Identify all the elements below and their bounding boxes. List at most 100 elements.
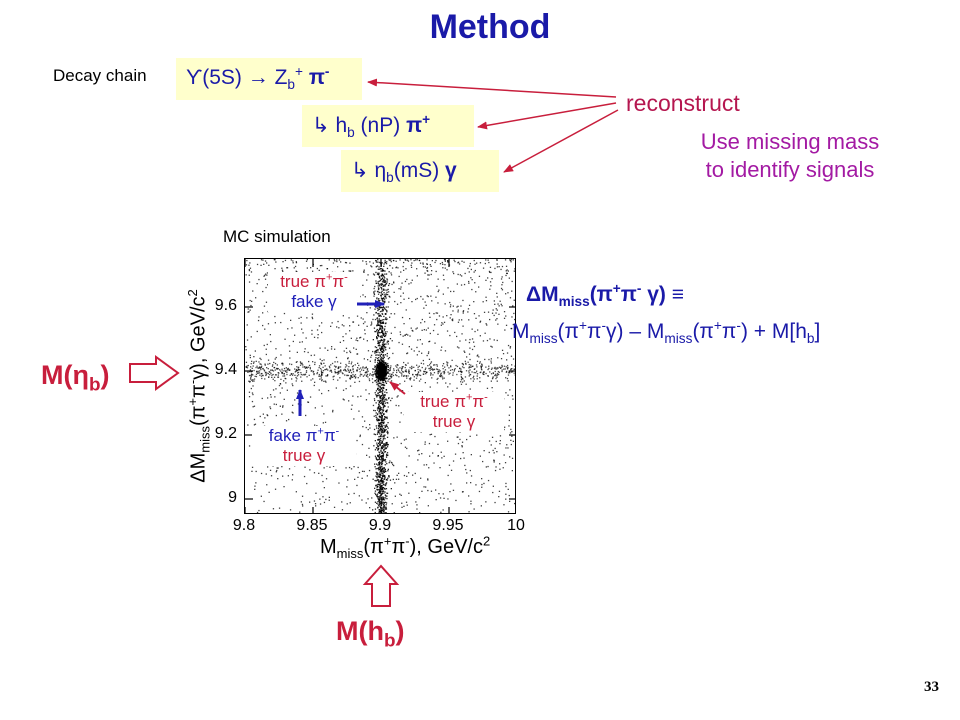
scatter-point — [270, 396, 272, 398]
scatter-point — [446, 330, 449, 332]
scatter-point — [313, 373, 315, 375]
scatter-point — [405, 370, 407, 372]
scatter-point — [486, 387, 489, 389]
scatter-point — [476, 355, 478, 357]
scatter-point — [502, 281, 504, 284]
scatter-point — [420, 477, 422, 479]
scatter-point — [444, 260, 446, 262]
scatter-point — [473, 271, 475, 273]
scatter-point — [465, 363, 467, 365]
scatter-point — [507, 292, 509, 294]
scatter-point — [427, 489, 429, 492]
scatter-point — [377, 400, 379, 402]
scatter-point — [485, 300, 488, 302]
axis-ticks — [245, 259, 515, 513]
scatter-point — [475, 291, 477, 293]
scatter-point — [382, 384, 384, 387]
scatter-point — [513, 372, 515, 374]
scatter-point — [378, 469, 380, 471]
scatter-point — [386, 261, 388, 263]
scatter-point — [379, 361, 381, 364]
scatter-point — [447, 260, 449, 262]
scatter-point — [424, 441, 426, 443]
scatter-point — [460, 370, 462, 373]
scatter-point — [511, 395, 514, 397]
scatter-point — [380, 423, 382, 425]
scatter-point — [280, 378, 282, 380]
scatter-point — [379, 459, 381, 461]
scatter-point — [254, 423, 257, 425]
x-axis-label-part: (π — [363, 536, 384, 558]
scatter-point — [378, 473, 380, 476]
scatter-point — [377, 431, 380, 434]
scatter-point — [258, 509, 260, 512]
scatter-point — [386, 417, 388, 420]
scatter-point — [406, 352, 409, 354]
scatter-point — [322, 372, 324, 374]
scatter-point — [383, 446, 385, 448]
scatter-point — [309, 396, 312, 398]
scatter-point — [404, 380, 406, 382]
formula-sub: b — [806, 331, 815, 347]
scatter-point — [408, 370, 410, 373]
scatter-point — [383, 394, 386, 396]
scatter-point — [328, 365, 331, 367]
scatter-point — [436, 365, 438, 367]
scatter-point — [492, 449, 494, 452]
scatter-point — [274, 396, 276, 398]
missing-mass-note-line: to identify signals — [705, 157, 875, 182]
scatter-point — [385, 410, 388, 412]
scatter-point — [306, 267, 308, 269]
scatter-point — [333, 375, 335, 377]
scatter-point — [409, 366, 411, 369]
scatter-point — [373, 314, 375, 316]
scatter-point — [384, 284, 386, 286]
scatter-point — [382, 489, 384, 491]
scatter-point — [334, 361, 336, 363]
scatter-point — [356, 439, 358, 442]
scatter-point — [297, 372, 299, 374]
scatter-point — [381, 440, 383, 442]
scatter-point — [376, 388, 379, 390]
scatter-point — [341, 372, 344, 374]
scatter-point — [246, 259, 248, 262]
scatter-point — [506, 272, 508, 275]
scatter-point — [394, 482, 396, 484]
scatter-point — [381, 350, 383, 353]
scatter-point — [385, 470, 387, 473]
scatter-point — [379, 372, 381, 374]
scatter-point — [384, 402, 386, 404]
scatter-point — [281, 269, 284, 271]
scatter-point — [379, 367, 381, 369]
scatter-point — [387, 358, 390, 360]
scatter-point — [359, 435, 361, 438]
scatter-point — [249, 354, 251, 356]
scatter-point — [380, 391, 382, 393]
scatter-point — [300, 372, 302, 374]
scatter-point — [390, 377, 392, 379]
scatter-point — [442, 365, 444, 367]
scatter-point — [338, 367, 340, 369]
scatter-point — [292, 384, 294, 387]
scatter-point — [347, 368, 349, 370]
scatter-point — [374, 455, 377, 457]
scatter-point — [348, 466, 351, 469]
scatter-point — [491, 346, 493, 348]
scatter-point — [363, 358, 365, 360]
scatter-point — [294, 371, 296, 373]
scatter-point — [307, 401, 310, 403]
scatter-point — [282, 362, 284, 365]
scatter-point — [376, 380, 378, 382]
scatter-point — [485, 323, 487, 325]
scatter-point — [378, 466, 380, 469]
scatter-point — [332, 262, 335, 264]
scatter-point — [488, 270, 491, 273]
scatter-point — [383, 505, 385, 508]
scatter-point — [246, 324, 248, 326]
scatter-point — [472, 377, 474, 379]
scatter-point — [377, 340, 379, 342]
scatter-point — [383, 503, 385, 505]
scatter-point — [454, 368, 456, 370]
scatter-point — [384, 300, 386, 302]
scatter-point — [367, 370, 369, 372]
